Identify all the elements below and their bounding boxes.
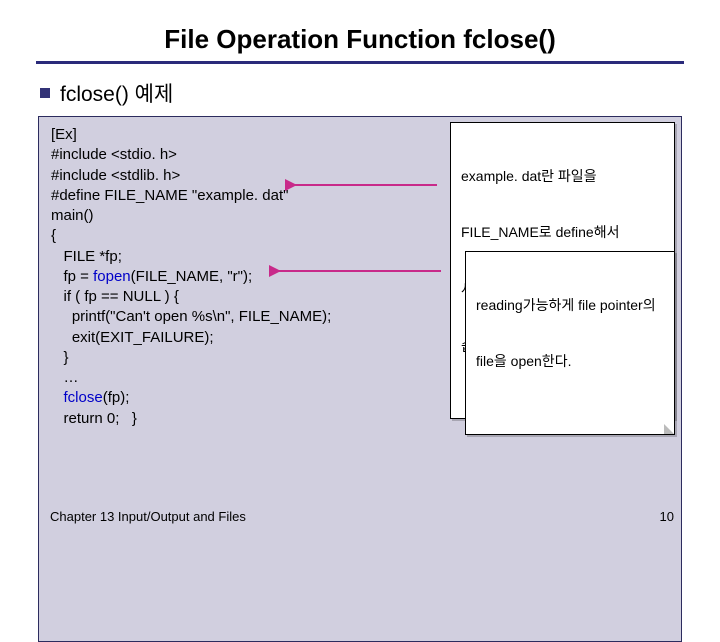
code-l12: }: [51, 349, 69, 366]
code-l4: #define FILE_NAME "example. dat": [51, 187, 288, 204]
code-l10: printf("Can't open %s\n", FILE_NAME);: [51, 308, 331, 325]
code-l14-fn: fclose: [64, 389, 103, 406]
code-l8b: (FILE_NAME, "r");: [131, 268, 253, 285]
callout2-l2: file을 open한다.: [476, 352, 664, 371]
callout1-l1: example. dat란 파일을: [461, 167, 664, 186]
code-l13: …: [51, 369, 79, 386]
callout-fopen: reading가능하게 file pointer의 file을 open한다.: [465, 251, 675, 435]
code-l2: #include <stdio. h>: [51, 146, 177, 163]
callout-corner-icon: [664, 424, 674, 434]
arrow-fopen-icon: [271, 263, 451, 283]
page-title: File Operation Function fclose(): [164, 24, 555, 55]
callout1-l2: FILE_NAME로 define해서: [461, 223, 664, 242]
title-wrap: File Operation Function fclose(): [38, 24, 682, 55]
bullet-text: fclose() 예제: [60, 78, 173, 108]
code-l3: #include <stdlib. h>: [51, 167, 180, 184]
code-l5: main(): [51, 207, 94, 224]
code-l1: [Ex]: [51, 126, 77, 143]
bullet-square-icon: [40, 88, 50, 98]
code-l9: if ( fp == NULL ) {: [51, 288, 179, 305]
code-l11: exit(EXIT_FAILURE);: [51, 329, 214, 346]
code-l7: FILE *fp;: [51, 248, 122, 265]
page-number: 10: [660, 509, 674, 524]
arrow-define-icon: [287, 179, 447, 199]
callout2-l1: reading가능하게 file pointer의: [476, 296, 664, 315]
slide: File Operation Function fclose() fclose(…: [0, 0, 720, 540]
code-l8a: fp =: [51, 268, 93, 285]
footer-chapter: Chapter 13 Input/Output and Files: [50, 509, 246, 524]
code-l8-fn: fopen: [93, 268, 131, 285]
code-l15: return 0; }: [51, 410, 137, 427]
bullet-row: fclose() 예제: [38, 78, 682, 108]
code-l14a: [51, 389, 64, 406]
code-l6: {: [51, 227, 56, 244]
code-box: [Ex] #include <stdio. h> #include <stdli…: [38, 116, 682, 642]
code-l14b: (fp);: [103, 389, 130, 406]
title-rule: [36, 61, 684, 64]
